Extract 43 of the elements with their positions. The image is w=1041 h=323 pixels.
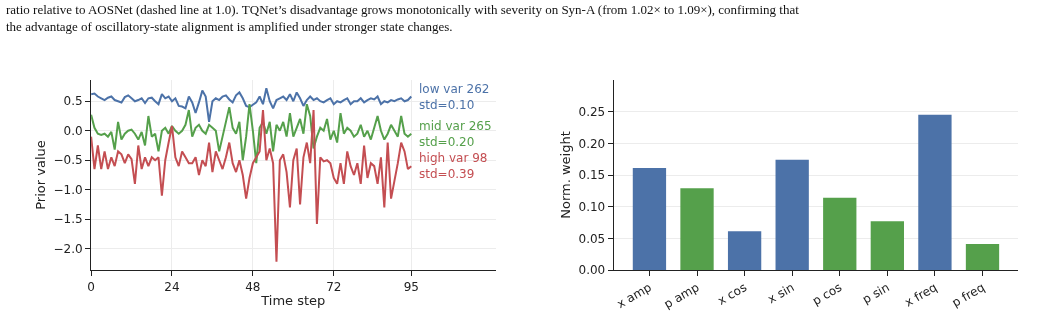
series-label: high var 98 std=0.39 [419,151,488,181]
y-tick-label: 0.10 [578,199,606,214]
x-tick-label: 72 [326,279,342,294]
bar [775,159,809,270]
x-tick-label: p freq [949,280,988,310]
text: ratio relative to AOSNet (dashed line at 1.0). TQNet’s disadvantage grows monotonically with severity on Syn-A (from 1.02× to 1.09×), confirming that the advantage of oscillatory-state alignment is amplified under stronger state changes. [6,2,800,34]
x-tick-label: p amp [661,280,702,312]
y-tick-label: 0.00 [578,263,606,278]
series-label: low var 262 std=0.10 [419,82,490,112]
bar [870,221,904,270]
y-tick-label: −0.5 [53,153,83,168]
y-axis-title: Norm. weight [558,131,574,219]
y-tick-label: 0.15 [578,168,606,183]
bar [823,197,857,270]
y-tick-label: 0.0 [63,123,83,138]
bar [918,114,952,270]
x-tick-label: x freq [902,280,940,310]
x-tick-label: x amp [614,280,654,312]
line-series [91,87,413,123]
bar [727,231,762,270]
series-label: mid var 265 std=0.20 [419,119,492,149]
x-tick-label: 0 [87,279,95,294]
line-series [91,103,413,165]
x-tick-label: 24 [164,279,180,294]
x-tick-label: 48 [245,279,261,294]
x-tick-label: p sin [860,280,892,307]
x-tick-label: x sin [765,280,797,307]
y-tick-label: −2.0 [53,241,83,256]
y-tick-label: −1.0 [53,182,83,197]
y-tick-label: −1.5 [53,212,83,227]
y-tick-label: 0.05 [578,231,606,246]
x-tick-label: x cos [715,280,750,308]
y-tick-label: 0.5 [63,94,83,109]
bar [680,188,714,270]
x-tick-label: 95 [403,279,419,294]
line-series [91,109,413,263]
x-axis-title: Time step [260,293,326,309]
bar [632,168,667,270]
y-axis-title: Prior value [33,140,49,210]
x-tick-label: p cos [809,280,845,309]
bar [965,244,1000,270]
y-tick-label: 0.20 [578,136,606,151]
y-tick-label: 0.25 [578,104,606,119]
